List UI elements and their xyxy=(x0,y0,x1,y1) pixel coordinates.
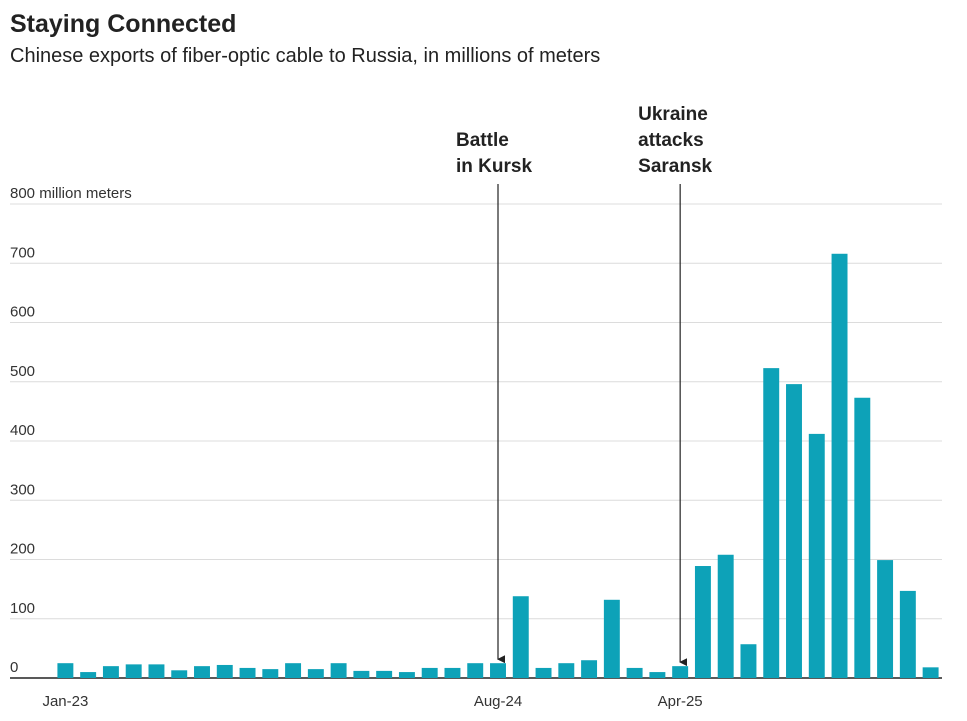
y-tick-label: 100 xyxy=(10,600,35,617)
y-tick-label: 600 xyxy=(10,304,35,321)
bar xyxy=(717,554,734,678)
y-tick-label: 200 xyxy=(10,541,35,558)
y-tick-label: 400 xyxy=(10,422,35,439)
y-tick-label: 500 xyxy=(10,363,35,380)
y-tick-label: 700 xyxy=(10,244,35,261)
bar xyxy=(512,596,529,678)
y-tick-label: 300 xyxy=(10,481,35,498)
y-tick-label: 800 million meters xyxy=(10,185,132,202)
bar xyxy=(877,560,894,678)
bar xyxy=(535,667,552,678)
x-tick-label: Jan-23 xyxy=(42,693,88,710)
x-tick-label: Aug-24 xyxy=(474,693,522,710)
bar xyxy=(740,644,757,678)
y-tick-label: 0 xyxy=(10,659,18,676)
annotation-text: Battle xyxy=(456,130,509,151)
bar xyxy=(330,663,347,678)
bar xyxy=(467,663,484,678)
bar xyxy=(672,666,689,678)
bar xyxy=(899,590,916,678)
bar xyxy=(421,667,438,678)
bar xyxy=(57,663,74,678)
bar xyxy=(239,667,256,678)
bar xyxy=(398,672,415,678)
bar xyxy=(854,397,871,678)
bar xyxy=(603,599,620,678)
bar xyxy=(262,669,279,678)
bar xyxy=(694,566,711,678)
bar xyxy=(763,368,780,678)
bar xyxy=(444,667,461,678)
bar xyxy=(786,384,802,678)
annotation-text: in Kursk xyxy=(456,156,532,177)
bar xyxy=(80,672,97,678)
bar xyxy=(216,664,233,678)
bar xyxy=(831,253,848,678)
bar xyxy=(148,664,165,678)
bar xyxy=(490,663,506,678)
annotation-text: Saransk xyxy=(638,156,712,177)
bar xyxy=(285,663,302,678)
bar xyxy=(353,670,370,678)
x-tick-label: Apr-25 xyxy=(658,693,703,710)
bar xyxy=(558,663,575,678)
bar xyxy=(581,660,598,678)
bar xyxy=(376,670,393,678)
bar xyxy=(194,666,210,678)
bar xyxy=(171,670,188,678)
chart-title: Staying Connected xyxy=(10,10,236,38)
bar xyxy=(808,433,825,678)
annotation-text: Ukraine xyxy=(638,104,708,125)
bar xyxy=(307,669,324,678)
bar xyxy=(125,664,142,678)
bar xyxy=(102,666,119,678)
bar xyxy=(626,667,643,678)
bar xyxy=(649,672,666,678)
bar xyxy=(922,667,939,678)
chart-subtitle: Chinese exports of fiber-optic cable to … xyxy=(10,45,600,67)
annotation-text: attacks xyxy=(638,130,704,151)
